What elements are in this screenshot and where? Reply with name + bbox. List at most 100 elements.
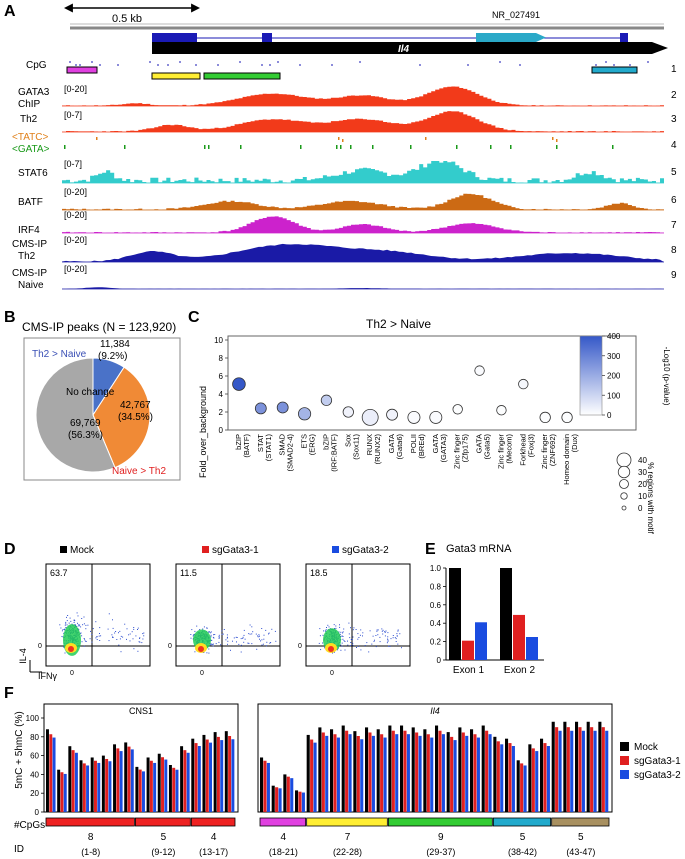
- methylation-bar: [220, 740, 224, 812]
- panel-letter-e: E: [425, 541, 436, 558]
- cpg-island-cyan: [591, 66, 638, 74]
- flow-event: [387, 632, 389, 634]
- flow-event: [352, 644, 354, 646]
- gata-motif-tick: [64, 145, 66, 149]
- methylation-legend: Mock sgGata3-1 sgGata3-2: [620, 742, 681, 781]
- methylation-bar: [496, 741, 500, 812]
- flow-event: [133, 628, 135, 630]
- tatc-motif-tick: [556, 139, 558, 142]
- flow-event: [333, 624, 335, 626]
- methylation-bar: [365, 727, 369, 812]
- flow-event: [338, 631, 340, 633]
- flow-event: [208, 631, 210, 633]
- flow-event: [77, 622, 78, 624]
- methylation-bar: [260, 757, 264, 812]
- flow-tick-zero-x: 0: [330, 670, 334, 677]
- flow-event: [388, 645, 390, 647]
- methylation-bar: [74, 752, 78, 812]
- flow-event: [350, 627, 351, 629]
- methylation-bar: [485, 730, 489, 812]
- methylation-bar: [113, 744, 117, 812]
- gata3-bar: [526, 637, 538, 660]
- methylation-bar: [228, 736, 232, 812]
- size-legend-label: 10: [638, 492, 647, 501]
- flow-event: [261, 644, 263, 646]
- flow-event: [340, 636, 342, 637]
- flow-event: [387, 639, 389, 641]
- flow-event: [240, 638, 242, 640]
- gata-motif-tick: [372, 145, 374, 149]
- flow-event: [218, 641, 220, 643]
- flow-event: [80, 632, 82, 634]
- flow-event: [210, 632, 212, 634]
- motif-category-family: Zinc finger: [540, 433, 549, 469]
- flow-event: [120, 651, 122, 653]
- flow-event: [377, 634, 379, 636]
- flow-event: [347, 644, 349, 646]
- flow-event: [274, 630, 276, 632]
- flow-event: [191, 629, 193, 631]
- flow-event: [248, 633, 250, 635]
- flow-event: [65, 623, 67, 625]
- flow-event: [327, 624, 329, 626]
- flow-event: [350, 645, 351, 647]
- flow-event: [340, 631, 342, 633]
- track-label-cms-naive: CMS-IP: [12, 268, 47, 279]
- flow-event: [337, 649, 339, 651]
- pie-value-naive: 42,767: [120, 400, 151, 411]
- flow-event: [199, 629, 201, 630]
- motif-category-label: SMAD (SMAD2-4): [278, 433, 295, 471]
- motif-category-name: (Gata5): [483, 434, 492, 460]
- motif-y-tick-label: 10: [214, 336, 223, 345]
- methylation-bar: [82, 763, 86, 812]
- methylation-bar: [593, 730, 597, 812]
- flow-legend-label: sgGata3-1: [212, 545, 259, 556]
- flow-event: [341, 642, 343, 644]
- methylation-y-tick-label: 0: [35, 808, 40, 817]
- pie-pct-naive: (34.5%): [118, 412, 153, 423]
- flow-event: [89, 638, 91, 640]
- gata3-bar: [500, 568, 512, 660]
- range-cms-th2: [0-20]: [64, 235, 87, 245]
- gata-motif-tick: [300, 145, 302, 149]
- flow-tick-zero-y: 0: [38, 643, 42, 650]
- methylation-bar: [266, 762, 270, 812]
- colorbar-ticks: 400 300 200 100 0: [602, 332, 621, 420]
- flow-event: [126, 628, 128, 630]
- motif-category-name: (Zfp175): [461, 434, 470, 463]
- motif-category-family: GATA: [387, 434, 396, 453]
- flow-event: [240, 644, 242, 646]
- methylation-legend-swatch: [620, 770, 629, 779]
- exon-3-arrow: [536, 33, 546, 42]
- methylation-bar: [558, 730, 562, 812]
- flow-event: [91, 633, 93, 635]
- flow-event: [257, 636, 259, 638]
- motif-category-family: RUNX: [365, 434, 374, 455]
- flow-event: [376, 630, 378, 632]
- methylation-bar: [71, 750, 75, 812]
- gata3-category-label: Exon 2: [504, 665, 536, 676]
- flow-event: [208, 652, 210, 654]
- size-legend: 40 30 20 10 0: [616, 452, 647, 513]
- flow-event: [382, 629, 384, 631]
- methylation-bar: [505, 738, 509, 812]
- tatc-motif-tick: [342, 139, 344, 142]
- flow-event: [358, 637, 360, 638]
- flow-event: [373, 640, 375, 642]
- flow-event: [214, 634, 216, 635]
- flow-event: [211, 643, 213, 645]
- flow-event: [372, 635, 374, 637]
- methylation-bar: [368, 732, 372, 812]
- flow-event: [99, 627, 101, 629]
- methylation-bar: [298, 791, 302, 812]
- flow-legend-swatch: [60, 546, 67, 553]
- flow-event: [399, 633, 401, 635]
- methylation-bar: [46, 729, 49, 812]
- flow-event: [353, 627, 355, 629]
- flow-event: [129, 633, 131, 635]
- flow-event: [230, 649, 231, 651]
- flow-event: [242, 636, 244, 638]
- gata-motif-tick: [208, 145, 210, 149]
- methylation-bar: [476, 737, 480, 812]
- track-label-gata3: GATA3: [18, 87, 50, 98]
